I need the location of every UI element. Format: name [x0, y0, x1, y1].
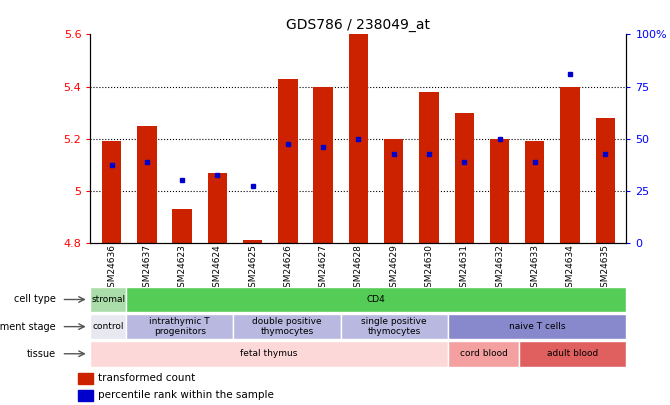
Bar	[208, 173, 227, 243]
Text: cord blood: cord blood	[460, 349, 507, 358]
Bar	[78, 373, 92, 384]
Bar	[78, 390, 92, 401]
Bar	[90, 314, 126, 339]
Bar	[349, 34, 368, 243]
Bar	[384, 139, 403, 243]
Bar	[419, 92, 439, 243]
Text: percentile rank within the sample: percentile rank within the sample	[98, 390, 274, 401]
Bar	[448, 314, 626, 339]
Text: CD4: CD4	[367, 295, 386, 304]
Title: GDS786 / 238049_at: GDS786 / 238049_at	[287, 18, 430, 32]
Bar	[90, 341, 448, 367]
Bar	[278, 79, 297, 243]
Bar	[314, 87, 333, 243]
Bar	[172, 209, 192, 243]
Text: stromal: stromal	[91, 295, 125, 304]
Bar	[596, 118, 615, 243]
Text: adult blood: adult blood	[547, 349, 598, 358]
Bar	[448, 341, 519, 367]
Bar	[340, 314, 448, 339]
Bar	[560, 87, 580, 243]
Bar	[102, 141, 121, 243]
Text: cell type: cell type	[14, 294, 56, 305]
Bar	[233, 314, 340, 339]
Bar	[137, 126, 157, 243]
Text: double positive
thymocytes: double positive thymocytes	[252, 317, 322, 336]
Bar	[490, 139, 509, 243]
Text: development stage: development stage	[0, 322, 56, 332]
Text: tissue: tissue	[27, 349, 56, 359]
Text: fetal thymus: fetal thymus	[241, 349, 297, 358]
Text: naive T cells: naive T cells	[509, 322, 565, 331]
Bar	[90, 287, 126, 312]
Bar	[525, 141, 545, 243]
Text: transformed count: transformed count	[98, 373, 196, 383]
Text: control: control	[92, 322, 124, 331]
Bar	[454, 113, 474, 243]
Text: single positive
thymocytes: single positive thymocytes	[361, 317, 427, 336]
Text: intrathymic T
progenitors: intrathymic T progenitors	[149, 317, 210, 336]
Bar	[126, 314, 233, 339]
Bar	[243, 241, 263, 243]
Bar	[519, 341, 626, 367]
